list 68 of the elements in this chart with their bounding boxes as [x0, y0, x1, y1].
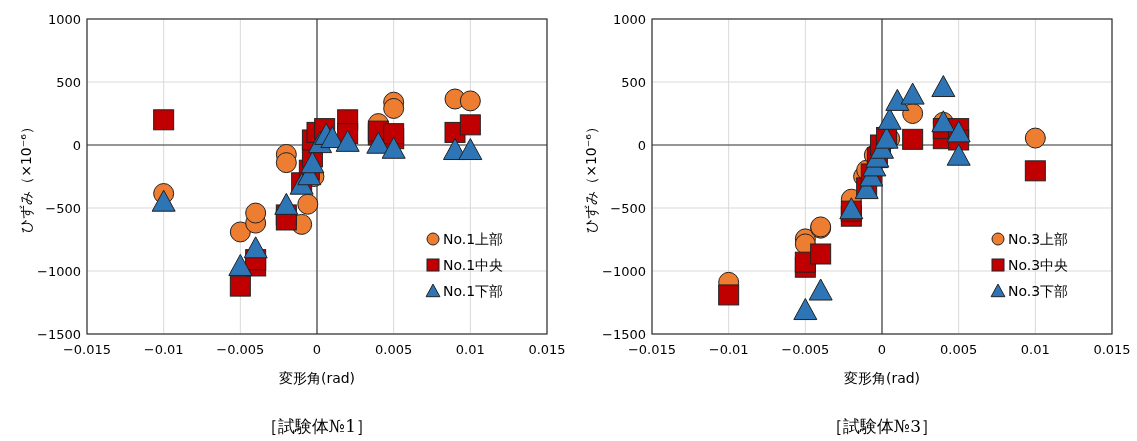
x-tick-label: 0.015: [528, 342, 566, 357]
point: [459, 114, 481, 136]
point: [900, 82, 925, 105]
point: [793, 298, 818, 321]
point: [810, 243, 832, 265]
y-axis-title: ひずみ（×10⁻⁶）: [583, 120, 599, 233]
legend-label: No.3上部: [1008, 231, 1069, 247]
x-tick-label: 0.01: [1020, 342, 1050, 357]
y-tick-label: −1500: [602, 327, 646, 342]
text: ［試験体№3］: [826, 416, 938, 436]
point: [297, 193, 319, 215]
y-tick-label: 500: [621, 75, 646, 90]
x-tick-label: 0: [312, 342, 322, 357]
point: [383, 123, 405, 145]
x-tick-label: −0.015: [627, 342, 677, 357]
legend-label: No.3中央: [1008, 257, 1069, 273]
point: [885, 88, 910, 111]
point: [902, 128, 924, 150]
point: [381, 136, 406, 159]
x-axis-title: 変形角(rad): [843, 370, 921, 386]
x-tick-label: 0.005: [375, 342, 413, 357]
x-tick-label: 0.015: [1093, 342, 1131, 357]
point: [274, 192, 299, 215]
point: [1024, 127, 1046, 149]
y-tick-label: −1000: [37, 264, 81, 279]
point: [718, 284, 740, 306]
y-tick-label: −1000: [602, 264, 646, 279]
y-axis-title: ひずみ（×10⁻⁶）: [18, 120, 34, 233]
point: [335, 129, 360, 152]
point: [300, 151, 325, 174]
y-tick-label: 500: [56, 75, 81, 90]
point: [946, 143, 971, 166]
point: [229, 275, 251, 297]
point: [153, 109, 175, 131]
legend-label: No.1中央: [443, 257, 504, 273]
x-tick-label: −0.01: [143, 342, 184, 357]
point: [275, 152, 297, 174]
point: [458, 138, 483, 161]
text: ［試験体№1］: [261, 416, 373, 436]
point: [1024, 160, 1046, 182]
point: [931, 75, 956, 98]
x-tick-label: 0.01: [455, 342, 485, 357]
point: [229, 221, 251, 243]
x-axis-title: 変形角(rad): [278, 370, 356, 386]
y-tick-label: 0: [72, 138, 81, 153]
x-tick-label: −0.01: [708, 342, 749, 357]
point: [808, 278, 833, 301]
x-tick-label: −0.005: [781, 342, 830, 357]
y-tick-label: 0: [637, 138, 646, 153]
y-tick-label: −500: [610, 201, 646, 216]
x-tick-label: 0: [877, 342, 887, 357]
legend-label: No.3下部: [1008, 283, 1069, 299]
x-tick-label: 0.005: [940, 342, 978, 357]
point: [245, 202, 267, 224]
point: [902, 103, 924, 124]
y-tick-label: −1500: [37, 327, 81, 342]
point: [383, 97, 405, 119]
point: [228, 253, 253, 276]
legend-label: No.1下部: [443, 283, 504, 299]
point: [151, 189, 176, 212]
point: [243, 236, 268, 259]
x-tick-label: −0.015: [62, 342, 112, 357]
y-tick-label: 1000: [47, 12, 81, 27]
point: [459, 90, 481, 112]
y-tick-label: 1000: [612, 12, 646, 27]
x-tick-label: −0.005: [216, 342, 265, 357]
y-tick-label: −500: [45, 201, 81, 216]
legend-label: No.1上部: [443, 231, 504, 247]
